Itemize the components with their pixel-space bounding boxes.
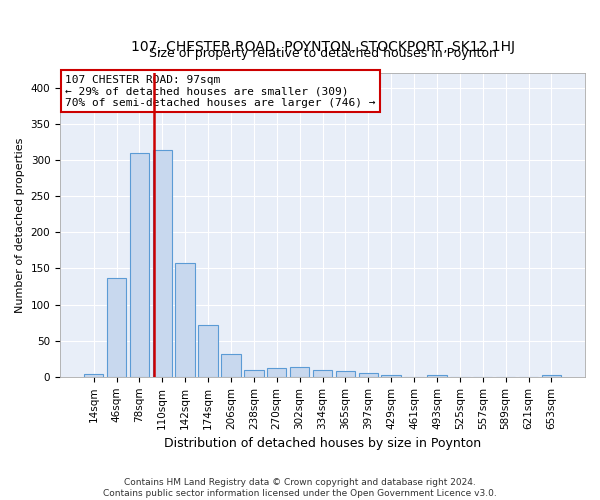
Bar: [175, 264, 195, 377]
Bar: [221, 354, 241, 377]
Y-axis label: Number of detached properties: Number of detached properties: [15, 138, 25, 312]
Title: 107, CHESTER ROAD, POYNTON, STOCKPORT, SK12 1HJ: 107, CHESTER ROAD, POYNTON, STOCKPORT, S…: [131, 40, 515, 54]
Bar: [244, 370, 263, 377]
Bar: [335, 371, 355, 377]
Bar: [359, 373, 378, 377]
Text: Size of property relative to detached houses in Poynton: Size of property relative to detached ho…: [149, 46, 496, 60]
Text: Contains HM Land Registry data © Crown copyright and database right 2024.
Contai: Contains HM Land Registry data © Crown c…: [103, 478, 497, 498]
Bar: [84, 374, 103, 377]
Bar: [199, 326, 218, 377]
Bar: [130, 154, 149, 377]
Bar: [290, 368, 310, 377]
Text: 107 CHESTER ROAD: 97sqm
← 29% of detached houses are smaller (309)
70% of semi-d: 107 CHESTER ROAD: 97sqm ← 29% of detache…: [65, 74, 376, 108]
Bar: [382, 374, 401, 377]
Bar: [152, 150, 172, 377]
Bar: [542, 374, 561, 377]
Bar: [267, 368, 286, 377]
Bar: [107, 278, 126, 377]
X-axis label: Distribution of detached houses by size in Poynton: Distribution of detached houses by size …: [164, 437, 481, 450]
Bar: [313, 370, 332, 377]
Bar: [427, 374, 446, 377]
